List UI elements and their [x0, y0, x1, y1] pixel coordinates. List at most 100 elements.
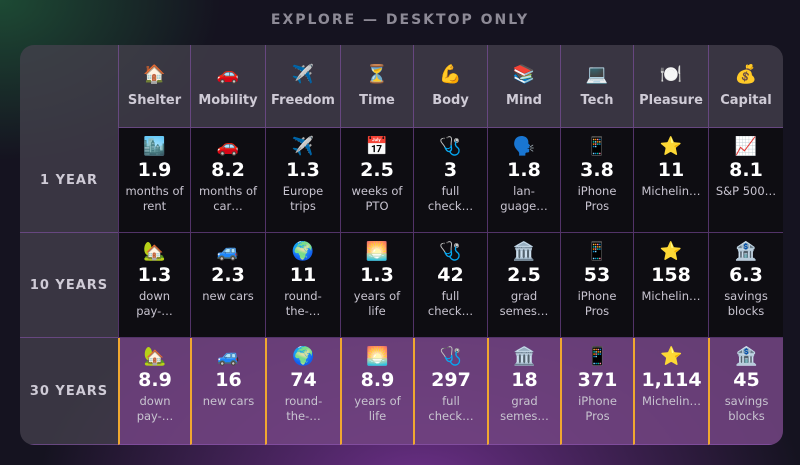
column-icon: 💻	[585, 64, 609, 85]
column-header: 💰 Capital	[708, 45, 783, 128]
cell-text: savings blocks	[724, 289, 768, 318]
cell-icon: 🌅	[365, 241, 389, 262]
cell-text: round-the-…	[284, 289, 322, 318]
table-cell: 🌍 11 round-the-…	[265, 233, 340, 338]
column-icon: 💪	[439, 64, 462, 85]
cell-value: 8.9	[360, 369, 395, 391]
table-cell: ⭐ 1,114 Michelin…	[633, 338, 708, 445]
cell-icon: ⭐	[659, 136, 683, 157]
cell-value: 3	[443, 159, 458, 181]
cell-icon: 📅	[365, 136, 389, 157]
table-cell: 🏛️ 18 grad semes…	[487, 338, 560, 445]
cell-text: months of rent	[125, 184, 184, 213]
table-cell: 🏦 45 savings blocks	[708, 338, 783, 445]
table-cell: ⭐ 11 Michelin…	[633, 128, 708, 233]
cell-text: iPhone Pros	[578, 394, 617, 423]
cell-value: 1,114	[641, 369, 702, 391]
cell-icon: 🚙	[216, 241, 240, 262]
column-icon: 🏠	[143, 64, 166, 85]
cell-value: 8.9	[138, 369, 172, 391]
cell-value: 11	[289, 264, 317, 286]
column-icon: 🍽️	[659, 64, 683, 85]
column-header: ✈️ Freedom	[265, 45, 340, 128]
table-cell: 🏡 8.9 down pay-…	[118, 338, 190, 445]
cell-icon: 🏛️	[512, 241, 536, 262]
cell-text: down pay-…	[136, 394, 174, 423]
column-header: 🍽️ Pleasure	[633, 45, 708, 128]
table-cell: 📅 2.5 weeks of PTO	[340, 128, 413, 233]
table-cell: 🏦 6.3 savings blocks	[708, 233, 783, 338]
table-cell: 🗣️ 1.8 lan­guage…	[487, 128, 560, 233]
table-cell: 📱 53 iPhone Pros	[560, 233, 633, 338]
cell-text: new cars	[202, 289, 254, 303]
cell-icon: ⭐	[659, 241, 683, 262]
corner	[20, 45, 118, 128]
cell-icon: 🏡	[143, 346, 167, 367]
cell-value: 1.3	[360, 264, 394, 286]
row-label: 1 YEAR	[20, 128, 118, 233]
column-icon: 💰	[734, 64, 758, 85]
table-cell: 🩺 297 full check…	[413, 338, 487, 445]
cell-icon: 🩺	[439, 241, 462, 262]
cell-value: 1.3	[286, 159, 320, 181]
table-cell: 📈 8.1 S&P 500…	[708, 128, 783, 233]
cell-icon: 🚗	[216, 136, 240, 157]
cell-text: Michelin…	[641, 289, 701, 303]
cell-text: years of life	[354, 394, 401, 423]
cell-value: 18	[511, 369, 538, 391]
cell-value: 371	[577, 369, 618, 391]
column-label: Freedom	[271, 93, 335, 108]
cell-value: 1.9	[137, 159, 172, 181]
row-label: 10 YEARS	[20, 233, 118, 338]
cell-icon: 🗣️	[512, 136, 536, 157]
cell-value: 8.2	[211, 159, 245, 181]
cell-text: iPhone Pros	[577, 289, 617, 318]
cell-icon: 📱	[586, 346, 609, 367]
column-header: 💻 Tech	[560, 45, 633, 128]
cell-text: months of car…	[198, 184, 258, 213]
column-label: Time	[359, 93, 395, 108]
table-cell: 🩺 3 full check…	[413, 128, 487, 233]
cell-value: 3.8	[580, 159, 614, 181]
cell-value: 16	[215, 369, 242, 391]
cell-icon: 🌍	[292, 346, 315, 367]
table-cell: 🩺 42 full check…	[413, 233, 487, 338]
cell-value: 297	[431, 369, 471, 391]
cell-value: 11	[657, 159, 685, 181]
cell-text: S&P 500…	[715, 184, 777, 198]
column-label: Pleasure	[639, 93, 703, 108]
cell-icon: 📈	[734, 136, 758, 157]
cell-value: 53	[583, 264, 611, 286]
cell-value: 2.5	[507, 264, 541, 286]
table-cell: 🏛️ 2.5 grad semes…	[487, 233, 560, 338]
cell-text: years of life	[353, 289, 401, 318]
cell-text: Michelin…	[642, 394, 701, 408]
cell-text: full check…	[427, 289, 474, 318]
table-cell: 🚗 8.2 months of car…	[190, 128, 265, 233]
column-label: Mobility	[198, 93, 258, 108]
column-header: 🚗 Mobility	[190, 45, 265, 128]
cell-value: 158	[651, 264, 691, 286]
cell-icon: 🩺	[439, 136, 462, 157]
table-cell: 🚙 16 new cars	[190, 338, 265, 445]
table-cell: 🌅 8.9 years of life	[340, 338, 413, 445]
column-header: ⏳ Time	[340, 45, 413, 128]
table-cell: 🚙 2.3 new cars	[190, 233, 265, 338]
column-header: 🏠 Shelter	[118, 45, 190, 128]
cell-text: weeks of PTO	[351, 184, 403, 213]
cell-text: new cars	[202, 394, 255, 408]
cell-icon: ⭐	[660, 346, 683, 367]
cell-icon: 🚙	[217, 346, 240, 367]
cell-icon: 📱	[585, 136, 609, 157]
column-icon: ⏳	[365, 64, 389, 85]
cell-text: lan­guage…	[500, 184, 548, 213]
cell-text: iPhone Pros	[577, 184, 617, 213]
table-cell: 📱 3.8 iPhone Pros	[560, 128, 633, 233]
cell-text: full check…	[428, 394, 474, 423]
cell-value: 74	[290, 369, 317, 391]
column-icon: 🚗	[216, 64, 240, 85]
cell-text: grad semes…	[499, 289, 549, 318]
cell-text: round-the-…	[284, 394, 323, 423]
cell-icon: ✈️	[291, 136, 315, 157]
cell-value: 8.1	[729, 159, 763, 181]
